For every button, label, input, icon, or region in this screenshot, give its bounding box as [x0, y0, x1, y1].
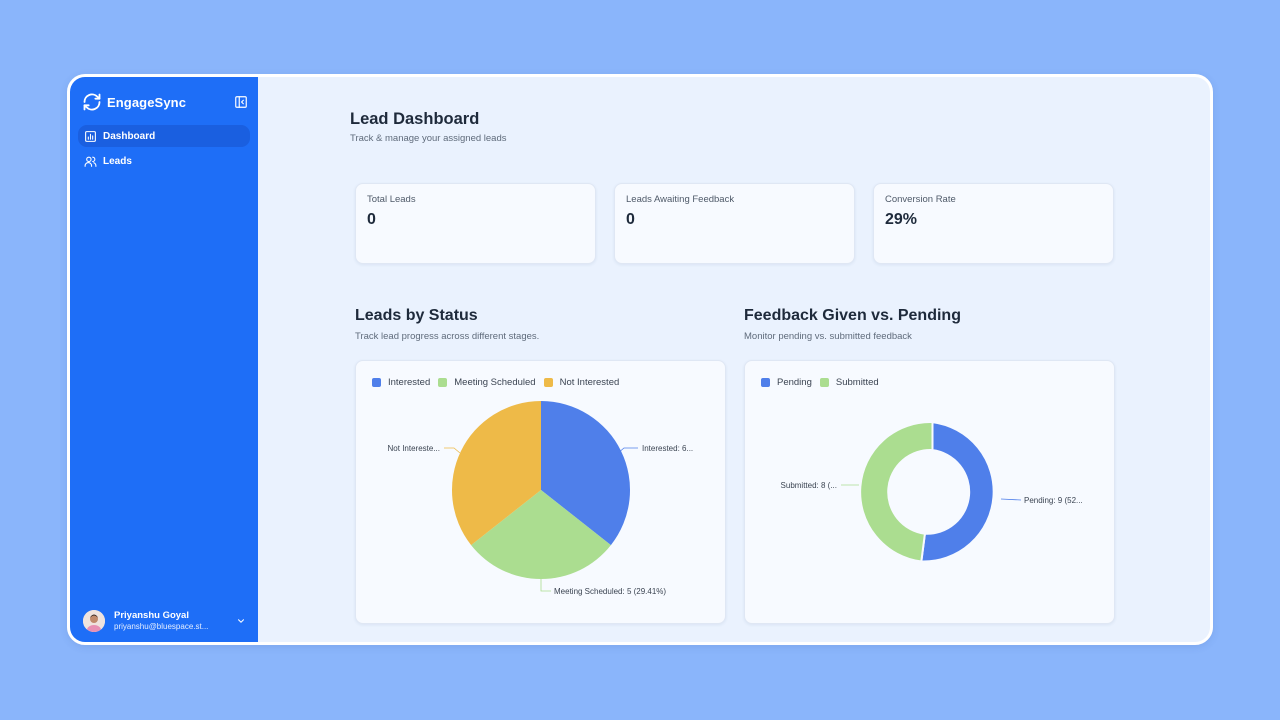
sidebar-item-dashboard[interactable]: Dashboard — [78, 125, 250, 147]
legend-item-interested[interactable]: Interested — [372, 377, 430, 388]
legend-swatch — [819, 378, 829, 387]
pie-chart: Interested: 6... Not Intereste... Meetin… — [388, 401, 693, 596]
pie-slice-not-interested[interactable] — [451, 401, 541, 546]
legend-label: Submitted — [835, 377, 879, 388]
page-subtitle: Track & manage your assigned leads — [350, 133, 507, 144]
legend-item-submitted[interactable]: Submitted — [819, 377, 879, 388]
section-subtitle-status: Track lead progress across different sta… — [355, 331, 540, 342]
chevron-down-icon[interactable] — [236, 616, 246, 626]
section-subtitle-feedback: Monitor pending vs. submitted feedback — [744, 331, 912, 342]
bar-chart-icon — [84, 130, 97, 143]
stat-card-total-leads: Total Leads 0 — [355, 183, 596, 264]
donut-chart: Pending: 9 (52... Submitted: 8 (... — [781, 421, 1083, 563]
section-title-feedback: Feedback Given vs. Pending — [744, 307, 961, 324]
legend-swatch — [372, 378, 381, 387]
app-window: EngageSync Dashboard — [67, 74, 1213, 645]
pie-slice-interested[interactable] — [541, 401, 631, 546]
feedback-chart-card: Pending Submitted Pending: 9 (52... Subm… — [744, 360, 1115, 624]
user-profile[interactable]: Priyanshu Goyal priyanshu@bluespace.st..… — [70, 610, 258, 632]
pie-label-not-interested: Not Intereste... — [388, 444, 440, 453]
legend-label: Meeting Scheduled — [454, 377, 536, 388]
sidebar-item-label: Leads — [103, 155, 132, 167]
legend-swatch — [761, 378, 770, 387]
donut-label-pending: Pending: 9 (52... — [1024, 496, 1083, 505]
sidebar: EngageSync Dashboard — [70, 77, 258, 642]
pie-slice-meeting-scheduled[interactable] — [471, 490, 611, 580]
sync-logo-icon — [82, 92, 102, 112]
legend-label: Interested — [388, 377, 431, 388]
brand: EngageSync — [70, 80, 258, 124]
sidebar-item-leads[interactable]: Leads — [78, 150, 250, 172]
pie-label-interested: Interested: 6... — [642, 444, 693, 453]
chart-legend: Interested Meeting Scheduled Not Interes… — [372, 377, 627, 388]
donut-slice-pending[interactable] — [920, 421, 995, 563]
pie-label-meeting-scheduled: Meeting Scheduled: 5 (29.41%) — [554, 587, 666, 596]
user-name: Priyanshu Goyal — [114, 610, 189, 622]
sidebar-nav: Dashboard Leads — [70, 125, 258, 175]
main-content: Lead Dashboard Track & manage your assig… — [258, 77, 1210, 642]
donut-slice-submitted[interactable] — [859, 421, 934, 563]
legend-item-pending[interactable]: Pending — [761, 377, 812, 388]
sidebar-item-label: Dashboard — [103, 130, 156, 142]
users-icon — [84, 155, 97, 168]
avatar — [83, 610, 105, 632]
legend-item-not-interested[interactable]: Not Interested — [543, 377, 620, 388]
stat-value: 0 — [367, 211, 376, 228]
legend-label: Not Interested — [559, 377, 620, 388]
legend-swatch — [438, 378, 448, 387]
legend-item-meeting-scheduled[interactable]: Meeting Scheduled — [438, 377, 536, 388]
stat-card-awaiting-feedback: Leads Awaiting Feedback 0 — [614, 183, 855, 264]
legend-swatch — [543, 378, 553, 387]
chart-legend: Pending Submitted — [761, 377, 887, 388]
stat-label: Leads Awaiting Feedback — [626, 194, 735, 205]
donut-label-submitted: Submitted: 8 (... — [781, 481, 837, 490]
legend-label: Pending — [777, 377, 812, 388]
stat-label: Conversion Rate — [885, 194, 956, 205]
leads-status-chart-card: Interested Meeting Scheduled Not Interes… — [355, 360, 726, 624]
section-title-status: Leads by Status — [355, 307, 478, 324]
stat-label: Total Leads — [367, 194, 416, 205]
sidebar-collapse-icon[interactable] — [234, 95, 248, 109]
stat-card-conversion-rate: Conversion Rate 29% — [873, 183, 1114, 264]
page-title: Lead Dashboard — [350, 110, 480, 128]
stat-value: 0 — [626, 211, 635, 228]
user-email: priyanshu@bluespace.st... — [114, 621, 209, 631]
app-name: EngageSync — [107, 94, 187, 110]
stat-value: 29% — [885, 211, 918, 228]
